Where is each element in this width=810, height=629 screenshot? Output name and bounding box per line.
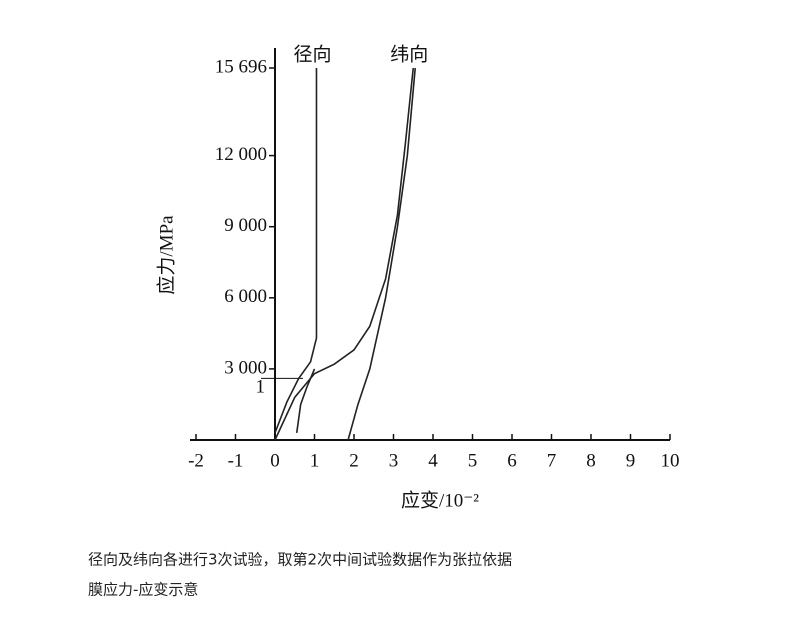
x-tick-label: 6 <box>507 450 517 471</box>
x-tick-label: 9 <box>626 450 636 471</box>
series-label: 径向 <box>293 43 331 65</box>
x-tick-label: 0 <box>270 450 280 471</box>
y-tick-label: 3 000 <box>224 357 267 378</box>
series-line <box>274 67 417 441</box>
marker-label: 1 <box>256 377 266 398</box>
y-tick-label: 15 696 <box>215 56 267 77</box>
y-tick-label: 12 000 <box>215 144 267 165</box>
x-tick-label: 7 <box>547 450 557 471</box>
x-axis-label: 应变/10⁻² <box>401 489 479 511</box>
x-tick-label: 10 <box>661 450 680 471</box>
y-axis-label: 应力/MPa <box>155 215 177 295</box>
caption: 膜应力-应变示意 <box>88 581 198 599</box>
caption: 径向及纬向各进行3次试验，取第2次中间试验数据作为张拉依据 <box>88 551 512 569</box>
series-label: 纬向 <box>390 43 428 65</box>
x-tick-label: 1 <box>310 450 320 471</box>
x-tick-label: 3 <box>389 450 399 471</box>
y-tick-label: 9 000 <box>224 215 267 236</box>
x-tick-label: 4 <box>428 450 438 471</box>
x-tick-label: 8 <box>586 450 596 471</box>
x-tick-label: -2 <box>188 450 204 471</box>
x-tick-label: -1 <box>228 450 244 471</box>
y-tick-label: 6 000 <box>224 286 267 307</box>
x-tick-label: 5 <box>468 450 478 471</box>
x-tick-label: 2 <box>349 450 359 471</box>
